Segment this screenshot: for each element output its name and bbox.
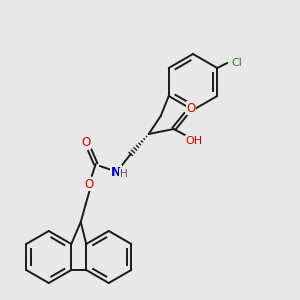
Text: OH: OH (185, 136, 202, 146)
Text: H: H (120, 169, 127, 179)
Text: O: O (186, 101, 195, 115)
Text: O: O (84, 178, 93, 190)
Text: Cl: Cl (232, 58, 243, 68)
Text: N: N (111, 166, 121, 178)
Text: O: O (81, 136, 90, 148)
